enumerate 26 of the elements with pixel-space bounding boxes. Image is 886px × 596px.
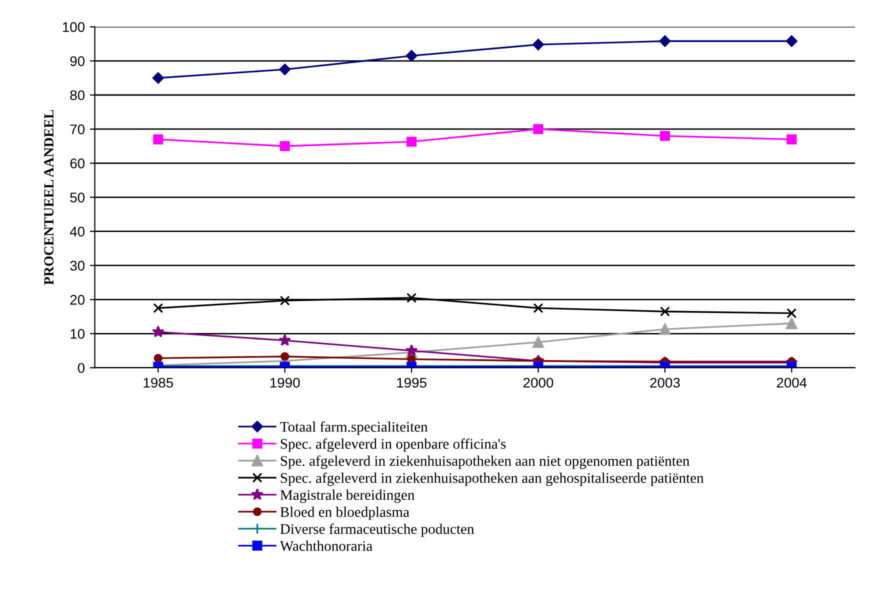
legend-label: Totaal farm.specialiteiten xyxy=(280,421,428,435)
x-tick-label: 1985 xyxy=(144,378,174,388)
legend-label: Diverse farmaceutische poducten xyxy=(280,524,474,537)
legend-label: Wachthonoraria xyxy=(280,540,372,551)
y-tick-label: 0 xyxy=(78,363,85,373)
x-tick-label: 2000 xyxy=(523,378,554,388)
x-tick-label: 1990 xyxy=(270,378,300,388)
y-tick-label: 30 xyxy=(70,260,85,271)
y-axis-title: PROCENTUEEL AANDEEL xyxy=(44,110,54,285)
y-tick-label: 40 xyxy=(70,226,85,237)
x-tick-label: 1995 xyxy=(397,378,426,388)
legend-label: Bloed en bloedplasma xyxy=(280,506,410,520)
legend-label: Spec. afgeleverd in ziekenhuisapotheken aan gehospitaliseerde patiënten xyxy=(280,472,704,486)
y-tick-label: 90 xyxy=(70,56,85,66)
y-tick-label: 70 xyxy=(70,124,85,134)
y-tick-label: 10 xyxy=(70,328,85,339)
legend-label: Spe. afgeleverd in ziekenhuisapotheken aan niet opgenomen patiënten xyxy=(280,455,690,469)
legend-label: Spec. afgeleverd in openbare officina's xyxy=(280,438,506,452)
x-tick-label: 2003 xyxy=(650,378,680,388)
y-tick-label: 80 xyxy=(70,90,85,100)
x-tick-label: 2004 xyxy=(776,378,807,388)
y-tick-label: 100 xyxy=(62,22,85,32)
y-tick-label: 60 xyxy=(70,158,85,168)
legend-label: Magistrale bereidingen xyxy=(280,490,415,503)
y-tick-label: 50 xyxy=(70,192,85,202)
y-tick-label: 20 xyxy=(70,294,85,305)
